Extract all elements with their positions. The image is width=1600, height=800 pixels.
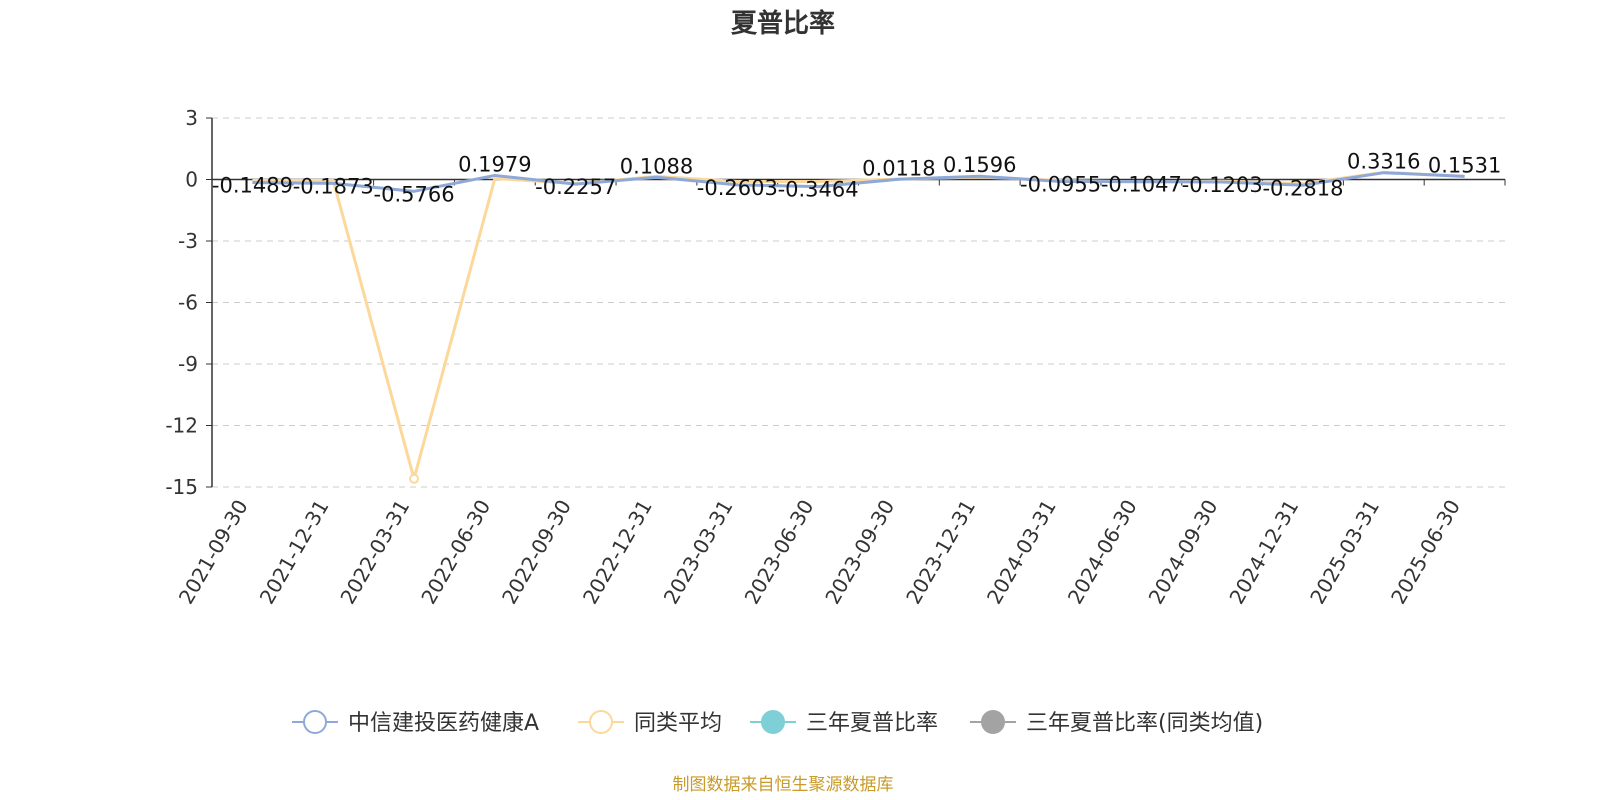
legend-marker xyxy=(303,710,327,734)
x-tick-label: 2024-06-30 xyxy=(1063,496,1142,609)
x-tick-label: 2024-09-30 xyxy=(1144,496,1223,609)
data-labels: -0.1489 -0.1873 -0.57660.1979-0.22570.1088… xyxy=(212,150,1501,207)
x-tick-label: 2023-09-30 xyxy=(820,496,899,609)
legend-label: 中信建投医药健康A xyxy=(348,711,539,736)
grid-lines xyxy=(212,117,1505,488)
data-label: -0.2603 xyxy=(697,176,778,200)
legend-item[interactable]: 同类平均 xyxy=(578,710,722,736)
data-label: 0.3316 xyxy=(1347,150,1420,174)
source-note: 制图数据来自恒生聚源数据库 xyxy=(673,775,894,795)
legend-item[interactable]: 中信建投医药健康A xyxy=(292,710,539,736)
x-tick-label: 2024-03-31 xyxy=(982,496,1061,609)
data-points xyxy=(409,473,420,484)
x-tick-label: 2025-03-31 xyxy=(1305,496,1384,609)
legend-marker xyxy=(981,710,1005,734)
y-tick-label: 0 xyxy=(185,168,198,192)
data-label: 0.0118 xyxy=(862,156,935,180)
data-point xyxy=(409,473,420,484)
legend-label: 三年夏普比率 xyxy=(806,711,938,736)
data-label: -0.5766 xyxy=(374,182,455,206)
x-tick-label: 2022-09-30 xyxy=(497,496,576,609)
x-tick-label: 2023-06-30 xyxy=(740,496,819,609)
legend-item[interactable]: 三年夏普比率 xyxy=(750,710,938,736)
x-tick-label: 2024-12-31 xyxy=(1224,496,1303,609)
y-tick-label: -6 xyxy=(178,291,198,315)
data-label: -0.2257 xyxy=(535,175,616,199)
legend-marker xyxy=(589,710,613,734)
legend-label: 同类平均 xyxy=(634,711,722,736)
data-label: 0.1531 xyxy=(1428,153,1501,177)
y-tick-label: -12 xyxy=(165,414,198,438)
x-tick-label: 2022-06-30 xyxy=(416,496,495,609)
data-label: -0.3464 xyxy=(778,178,859,202)
data-label: -0.0955 xyxy=(1020,172,1101,196)
data-label: 0.1596 xyxy=(943,153,1016,177)
data-label: -0.1203 xyxy=(1182,173,1263,197)
series-lines xyxy=(252,170,1465,481)
data-label: -0.1047 xyxy=(1101,173,1182,197)
legend-item[interactable]: 三年夏普比率(同类均值) xyxy=(970,710,1263,736)
series-line xyxy=(252,170,1465,481)
y-tick-label: -3 xyxy=(178,229,198,253)
x-tick-label: 2022-03-31 xyxy=(335,496,414,609)
chart-title: 夏普比率 xyxy=(731,8,835,39)
x-tick-label: 2022-12-31 xyxy=(578,496,657,609)
data-label: -0.1489 xyxy=(212,174,293,198)
x-tick-label: 2021-12-31 xyxy=(255,496,334,609)
y-tick-label: 3 xyxy=(185,106,198,130)
x-tick-label: 2023-03-31 xyxy=(659,496,738,609)
x-tick-label: 2023-12-31 xyxy=(901,496,980,609)
y-tick-label: -15 xyxy=(165,475,198,499)
data-label: 0.1979 xyxy=(458,152,531,176)
data-label: -0.1873 xyxy=(293,174,374,198)
y-tick-label: -9 xyxy=(178,352,198,376)
data-label: -0.2818 xyxy=(1262,176,1343,200)
legend-label: 三年夏普比率(同类均值) xyxy=(1026,711,1263,736)
x-tick-label: 2021-09-30 xyxy=(174,496,253,609)
legend[interactable]: 中信建投医药健康A 同类平均 三年夏普比率 三年夏普比率(同类均值) xyxy=(292,710,1263,736)
x-tick-label: 2025-06-30 xyxy=(1386,496,1465,609)
legend-marker xyxy=(761,710,785,734)
series-line xyxy=(252,171,1465,193)
data-label: 0.1088 xyxy=(620,154,693,178)
